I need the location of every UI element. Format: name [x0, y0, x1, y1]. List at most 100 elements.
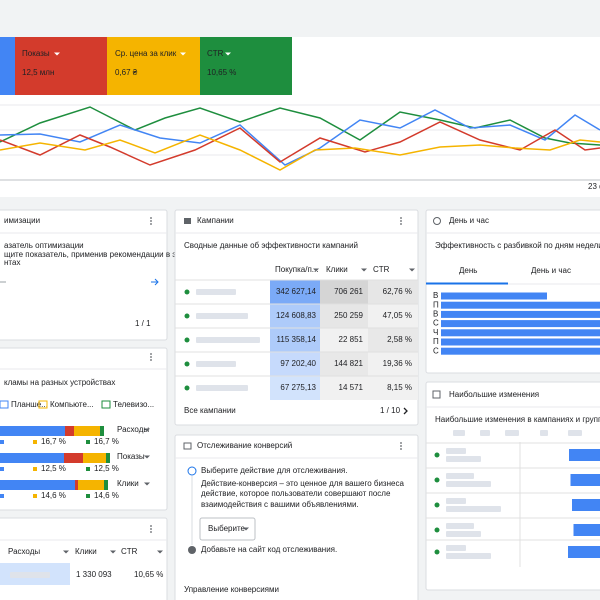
dropdown-arrow[interactable] — [313, 268, 319, 272]
day-bar — [441, 292, 547, 300]
cell: 67 275,13 — [280, 383, 316, 392]
column-header: Клики — [75, 547, 97, 556]
dropdown-arrow[interactable] — [54, 52, 60, 56]
column-header: CTR — [121, 547, 138, 556]
day-bar — [441, 320, 600, 328]
dropdown-arrow[interactable] — [409, 268, 415, 272]
cell: 342 627,14 — [276, 287, 317, 296]
menu-dot[interactable] — [150, 220, 152, 222]
metric-tile[interactable] — [200, 37, 292, 95]
column-header: Расходы — [8, 547, 40, 556]
metric-value: 0,67 ₴ — [115, 68, 138, 77]
metric-tile[interactable] — [0, 37, 15, 95]
metric-tile[interactable] — [107, 37, 200, 95]
menu-dot[interactable] — [400, 217, 402, 219]
redacted-text — [446, 481, 491, 487]
select[interactable] — [114, 451, 152, 465]
menu-dot[interactable] — [150, 528, 152, 530]
dropdown-arrow[interactable] — [157, 550, 163, 554]
redacted-text — [446, 553, 491, 559]
menu-dot[interactable] — [400, 442, 402, 444]
dropdown-arrow[interactable] — [110, 550, 116, 554]
menu-dot[interactable] — [150, 359, 152, 361]
redacted-text — [446, 545, 466, 551]
button-label[interactable]: Выберите — [208, 524, 246, 533]
card-title: кламы на разных устройствах — [4, 378, 115, 387]
metric-select[interactable]: Расходы — [117, 425, 149, 434]
menu-dot[interactable] — [400, 223, 402, 225]
redacted-text — [10, 572, 50, 578]
cell: 115 358,14 — [277, 335, 317, 344]
tab[interactable]: День и час — [531, 266, 571, 275]
metric-label: Ср. цена за клик — [115, 49, 177, 58]
swatch — [0, 440, 4, 444]
menu-dot[interactable] — [150, 356, 152, 358]
metric-value: 12,5 млн — [22, 68, 54, 77]
pager-next[interactable] — [403, 407, 408, 415]
dropdown-arrow[interactable] — [225, 52, 231, 56]
cell-bg — [270, 280, 320, 304]
metric-tile[interactable] — [15, 37, 107, 95]
card-header: Кампании — [197, 216, 234, 225]
menu-dot[interactable] — [150, 353, 152, 355]
cell: 22 851 — [339, 335, 364, 344]
day-bar — [441, 301, 600, 309]
swatch — [33, 467, 37, 471]
icon — [432, 390, 441, 399]
link[interactable]: Все кампании — [184, 406, 236, 415]
day-label: С — [433, 346, 439, 355]
card-title: Сводные данные об эффективности кампаний — [184, 241, 358, 250]
menu-dot[interactable] — [400, 220, 402, 222]
card-header: Отслеживание конверсий — [197, 441, 292, 450]
select[interactable] — [114, 424, 152, 438]
tab[interactable]: День — [459, 266, 477, 275]
redacted-text — [505, 430, 519, 436]
dropdown-arrow[interactable] — [144, 482, 150, 486]
metric-select[interactable]: Показы — [117, 452, 145, 461]
menu-dot[interactable] — [150, 525, 152, 527]
card — [0, 209, 168, 341]
card — [425, 381, 600, 591]
dropdown-arrow[interactable] — [144, 455, 150, 459]
dropdown-arrow[interactable] — [243, 527, 249, 531]
icon — [433, 217, 441, 225]
select[interactable] — [114, 478, 152, 492]
cell-bg — [320, 280, 368, 304]
menu-dot[interactable] — [150, 223, 152, 225]
redacted-text — [480, 430, 490, 436]
swatch — [0, 467, 4, 471]
redacted-text — [446, 498, 466, 504]
dropdown-arrow[interactable] — [361, 268, 367, 272]
cell-bg — [368, 328, 418, 352]
day-label: В — [433, 291, 438, 300]
dropdown-button[interactable] — [199, 517, 256, 541]
column-header: CTR — [373, 265, 390, 274]
cell-bg — [270, 328, 320, 352]
cell: 97 202,40 — [280, 359, 316, 368]
dropdown-arrow[interactable] — [63, 550, 69, 554]
share-label: 16,7 % — [41, 437, 66, 446]
day-bar — [441, 338, 600, 346]
swatch — [33, 440, 37, 444]
metric-select[interactable]: Клики — [117, 479, 139, 488]
redacted-text — [196, 337, 260, 343]
link[interactable]: Управление конверсиями — [184, 585, 279, 594]
menu-dot[interactable] — [150, 217, 152, 219]
column-header: Покупка/п... — [275, 265, 318, 274]
redacted-text — [446, 506, 501, 512]
card-header: имизации — [4, 216, 40, 225]
legend-label: Планше... — [11, 400, 48, 409]
menu-dot[interactable] — [400, 448, 402, 450]
menu-dot[interactable] — [150, 531, 152, 533]
metric-label: CTR — [207, 49, 224, 58]
dropdown-arrow[interactable] — [144, 428, 150, 432]
share-label: 14,6 % — [41, 491, 66, 500]
day-label: В — [433, 310, 438, 319]
menu-dot[interactable] — [400, 445, 402, 447]
cell: 47,05 % — [383, 311, 412, 320]
description: нтах — [4, 258, 20, 267]
arrow-link[interactable] — [151, 278, 159, 286]
card-title: Эффективность с разбивкой по дням недели… — [435, 241, 600, 250]
dropdown-arrow[interactable] — [180, 52, 186, 56]
